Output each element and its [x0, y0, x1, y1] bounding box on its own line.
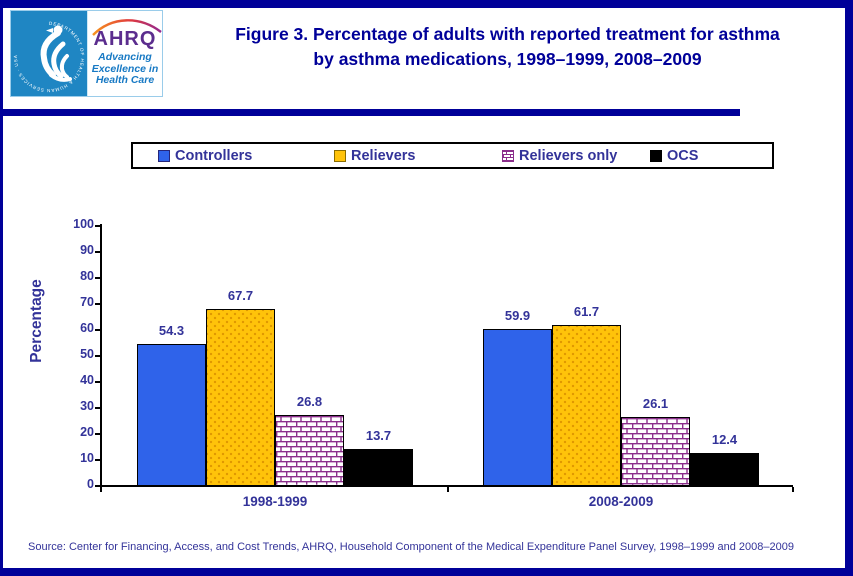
y-tick [95, 302, 100, 305]
legend-item-relievers-only: Relievers only [502, 142, 617, 169]
bar-value-label-controllers: 54.3 [158, 322, 185, 338]
legend-label-relievers-only: Relievers only [519, 147, 618, 164]
y-tick-label: 70 [80, 295, 94, 309]
ahrq-arc-icon [92, 19, 162, 36]
x-tick [792, 487, 794, 492]
bar-value-label-ocs: 13.7 [365, 428, 392, 444]
bar-controllers [483, 329, 552, 486]
bar-value-label-relievers: 67.7 [227, 287, 254, 303]
y-tick [95, 484, 100, 487]
x-category-label: 2008-2009 [588, 494, 654, 509]
x-axis-line [100, 485, 793, 487]
y-tick-label: 80 [80, 269, 94, 283]
legend-item-ocs: OCS [650, 142, 698, 169]
ahrq-acronym: AHRQ [93, 28, 157, 50]
y-tick-label: 90 [80, 243, 94, 257]
legend-label-controllers: Controllers [175, 147, 253, 164]
hhs-logo: DEPARTMENT OF HEALTH & HUMAN SERVICES · … [11, 11, 87, 96]
tagline-line: Health Care [95, 74, 155, 86]
y-tick-label: 0 [87, 477, 94, 491]
page-border-left [0, 0, 3, 576]
page-border-right [845, 0, 853, 576]
y-tick [95, 328, 100, 331]
y-tick [95, 276, 100, 279]
ahrq-tagline: Advancing Excellence in Health Care [88, 51, 162, 87]
y-tick-label: 10 [80, 451, 94, 465]
ocs-swatch-icon [650, 149, 662, 162]
y-tick [95, 432, 100, 435]
tagline-line: Excellence in [91, 62, 159, 75]
bar-value-label-ocs: 12.4 [711, 431, 738, 447]
x-category-label: 1998-1999 [242, 494, 308, 509]
legend-item-controllers: Controllers [158, 142, 252, 169]
page-border-bottom [0, 568, 853, 576]
relievers-only-swatch-icon [502, 149, 514, 162]
bar-relievers-only [275, 415, 344, 486]
x-tick [447, 487, 449, 492]
relievers-swatch-icon [334, 149, 346, 162]
bar-ocs [344, 449, 413, 486]
y-tick [95, 406, 100, 409]
figure-title-line1: Figure 3. Percentage of adults with repo… [235, 24, 780, 44]
y-tick-label: 100 [73, 217, 94, 231]
y-tick [95, 224, 100, 227]
y-tick-label: 50 [80, 347, 94, 361]
ahrq-logo: AHRQ Advancing Excellence in Health Care [87, 11, 162, 96]
figure-title: Figure 3. Percentage of adults with repo… [175, 22, 840, 72]
page-border-top [0, 0, 853, 8]
bar-value-label-controllers: 59.9 [504, 308, 531, 324]
bar-value-label-relievers: 61.7 [573, 303, 600, 319]
bar-relievers-only [621, 417, 690, 486]
legend [131, 142, 774, 169]
bar-ocs [690, 452, 759, 486]
y-tick-label: 20 [80, 425, 94, 439]
legend-label-ocs: OCS [667, 147, 699, 164]
bar-value-label-relievers-only: 26.1 [642, 396, 669, 412]
y-tick-label: 60 [80, 321, 94, 335]
tagline-line: Advancing [98, 51, 152, 63]
y-tick-label: 40 [80, 373, 94, 387]
figure-title-line2: by asthma medications, 1998–1999, 2008–2… [313, 49, 702, 69]
bar-controllers [137, 343, 206, 486]
header-divider-bar [0, 109, 740, 116]
y-axis-line [100, 224, 102, 492]
source-note: Source: Center for Financing, Access, an… [28, 541, 794, 553]
y-tick [95, 250, 100, 253]
y-axis-title: Percentage [28, 279, 45, 363]
y-tick-label: 30 [80, 399, 94, 413]
bar-relievers [552, 324, 621, 486]
bar-relievers [206, 308, 275, 486]
controllers-swatch-icon [158, 149, 170, 162]
legend-item-relievers: Relievers [334, 142, 416, 169]
x-tick [100, 487, 102, 492]
hhs-eagle-icon: DEPARTMENT OF HEALTH & HUMAN SERVICES · … [13, 21, 84, 93]
bar-value-label-relievers-only: 26.8 [296, 394, 323, 410]
legend-label-relievers: Relievers [351, 147, 416, 164]
y-tick [95, 354, 100, 357]
y-tick [95, 380, 100, 383]
agency-logo: DEPARTMENT OF HEALTH & HUMAN SERVICES · … [10, 10, 163, 97]
y-tick [95, 458, 100, 461]
